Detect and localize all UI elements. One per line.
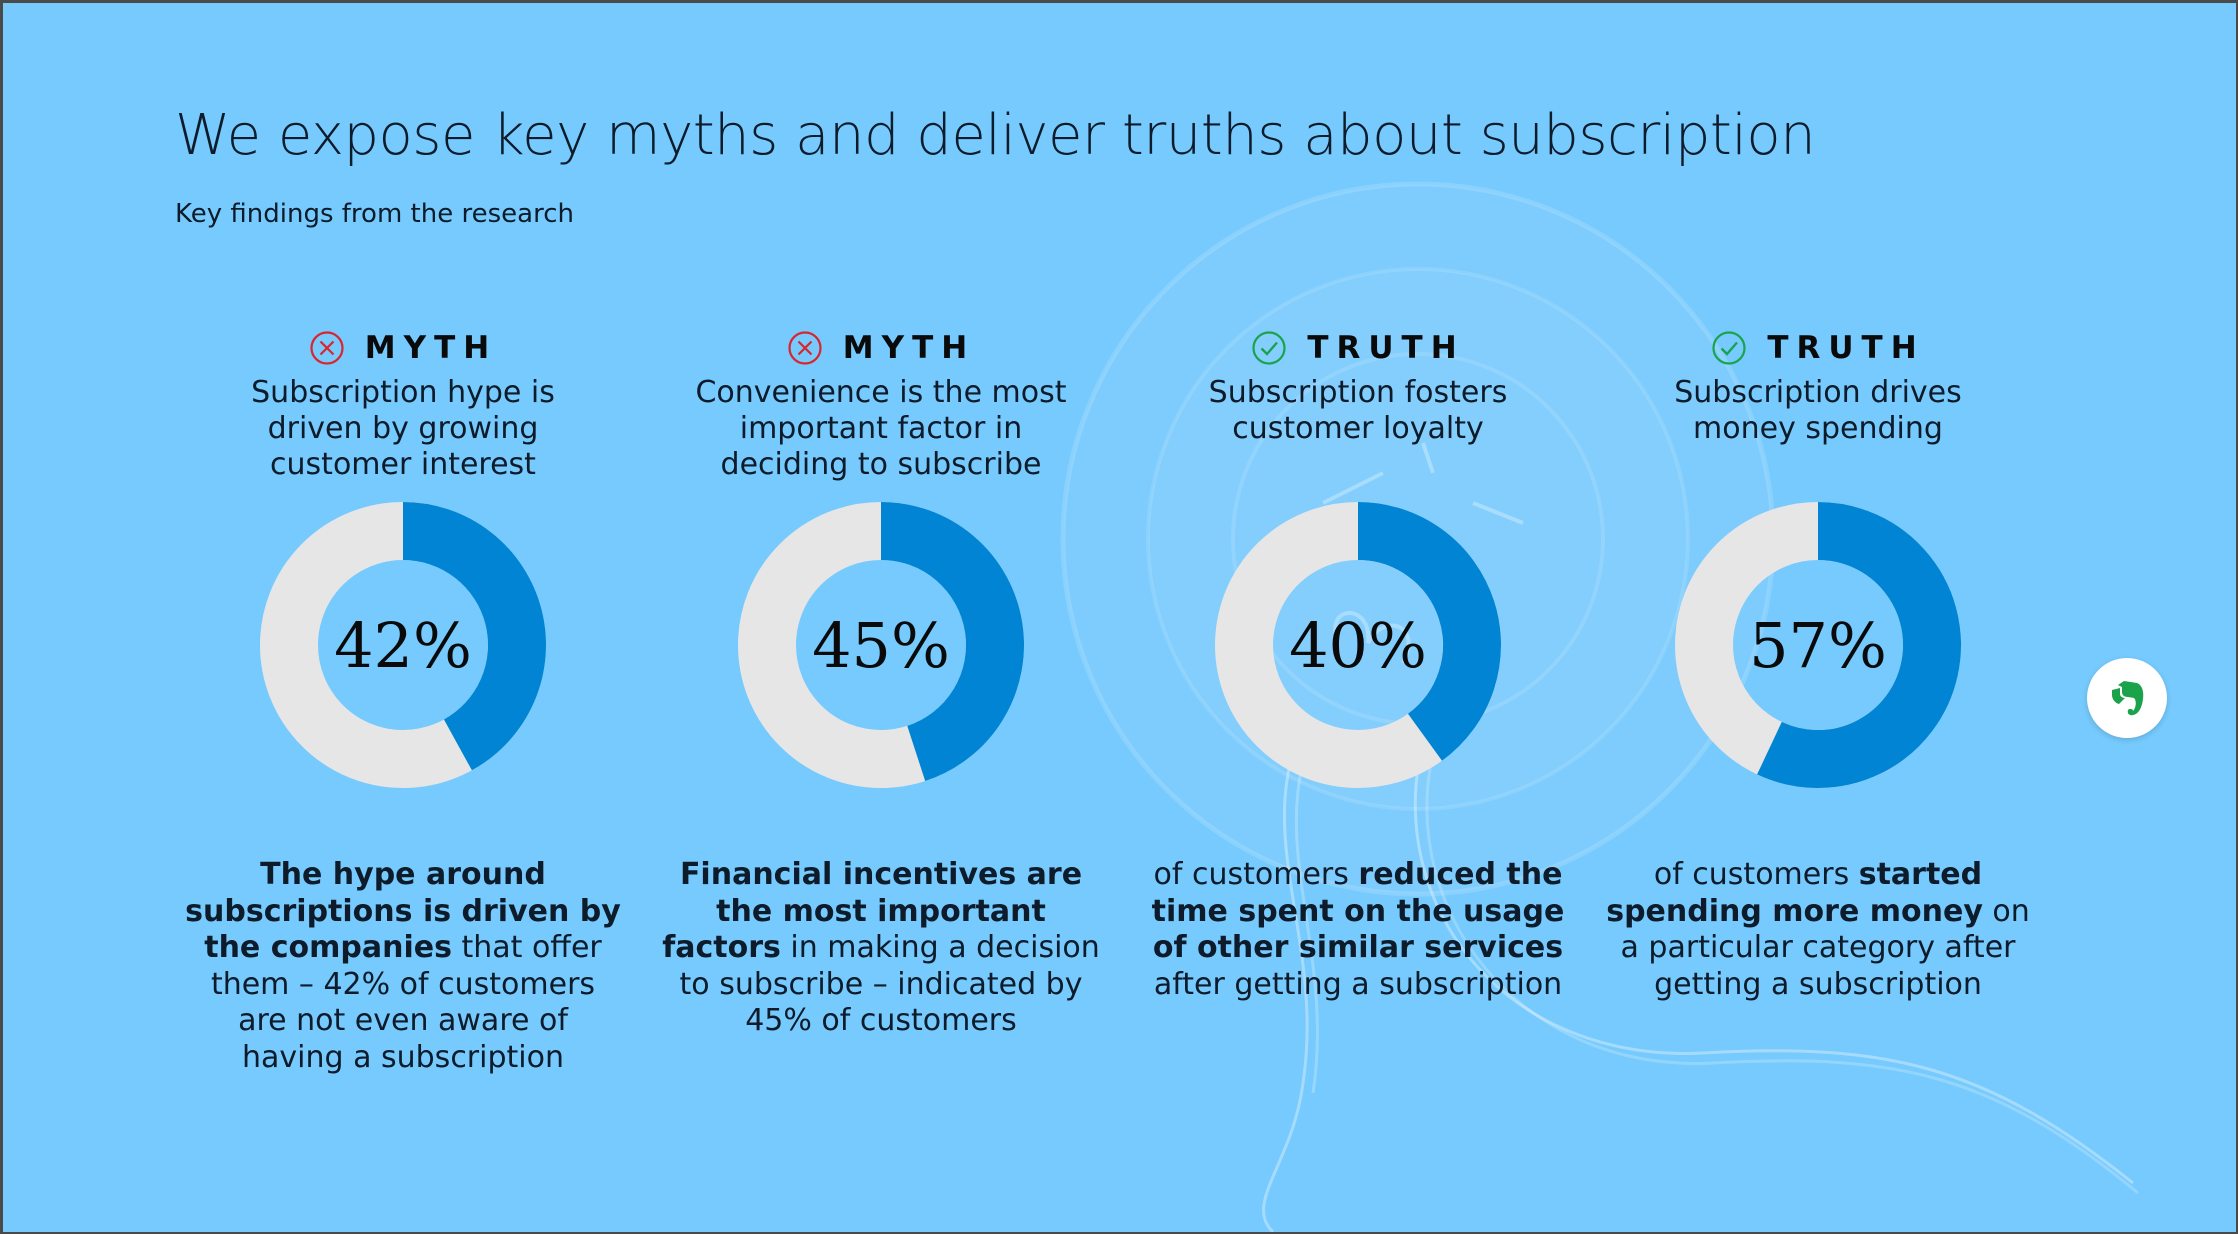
card-tag: MYTH bbox=[661, 323, 1101, 373]
finding-card-myth-1: MYTH Subscription hype is driven by grow… bbox=[183, 323, 623, 1076]
x-circle-icon bbox=[309, 330, 345, 366]
finding-text: of customers started spending more money… bbox=[1598, 857, 2038, 1003]
finding-bold-text: started spending more money bbox=[1606, 857, 1983, 929]
card-tag: MYTH bbox=[183, 323, 623, 373]
check-circle-icon bbox=[1251, 330, 1287, 366]
donut-svg bbox=[1215, 502, 1501, 788]
donut-value-label: 42% bbox=[334, 608, 472, 682]
donut-svg bbox=[1675, 502, 1961, 788]
donut-chart: 40% bbox=[1208, 495, 1508, 795]
check-circle-icon bbox=[1711, 330, 1747, 366]
finding-text-run: after getting a subscription bbox=[1153, 966, 1563, 1002]
donut-value-label: 57% bbox=[1749, 608, 1887, 682]
evernote-button[interactable] bbox=[2087, 658, 2167, 738]
finding-card-myth-2: MYTH Convenience is the most important f… bbox=[661, 323, 1101, 1040]
claim-text: Convenience is the most important factor… bbox=[695, 375, 1067, 482]
slide: We expose key myths and deliver truths a… bbox=[3, 3, 2236, 1232]
page-subtitle: Key findings from the research bbox=[175, 199, 574, 229]
donut-value-label: 40% bbox=[1289, 608, 1427, 682]
finding-text-run: that offer them – 42% of customers are n… bbox=[210, 930, 602, 1075]
card-tag: TRUTH bbox=[1138, 323, 1578, 373]
card-tag: TRUTH bbox=[1598, 323, 2038, 373]
finding-bold-text: reduced the time spent on the usage of o… bbox=[1151, 857, 1565, 965]
claim-text: Subscription drives money spending bbox=[1674, 375, 1962, 446]
tag-label: MYTH bbox=[842, 330, 976, 366]
donut-chart: 45% bbox=[731, 495, 1031, 795]
tag-label: MYTH bbox=[364, 330, 498, 366]
claim-text: Subscription fosters customer loyalty bbox=[1208, 375, 1508, 446]
donut-value-arc bbox=[402, 502, 546, 771]
claim-text: Subscription hype is driven by growing c… bbox=[251, 375, 555, 482]
x-circle-icon bbox=[787, 330, 823, 366]
finding-text: Financial incentives are the most import… bbox=[661, 857, 1101, 1040]
finding-card-truth-1: TRUTH Subscription fosters customer loya… bbox=[1138, 323, 1578, 1003]
donut-svg bbox=[260, 502, 546, 788]
finding-text-run: on a particular category after getting a… bbox=[1620, 893, 2030, 1002]
finding-text: of customers reduced the time spent on t… bbox=[1138, 857, 1578, 1003]
donut-value-label: 45% bbox=[812, 608, 950, 682]
donut-svg bbox=[738, 502, 1024, 788]
finding-card-truth-2: TRUTH Subscription drives money spending… bbox=[1598, 323, 2038, 1003]
finding-bold-text: Financial incentives are the most import… bbox=[662, 857, 1083, 965]
donut-chart: 57% bbox=[1668, 495, 1968, 795]
tag-label: TRUTH bbox=[1767, 330, 1925, 366]
donut-chart: 42% bbox=[253, 495, 553, 795]
finding-text-run: in making a decision to subscribe – indi… bbox=[679, 930, 1100, 1038]
finding-text-run: of customers bbox=[1153, 857, 1359, 892]
page-title: We expose key myths and deliver truths a… bbox=[175, 103, 1816, 168]
finding-text-run: of customers bbox=[1653, 857, 1859, 892]
donut-value-arc bbox=[880, 502, 1024, 781]
donut-value-arc bbox=[1757, 502, 1961, 788]
evernote-elephant-icon bbox=[2112, 681, 2144, 716]
tag-label: TRUTH bbox=[1307, 330, 1465, 366]
finding-text: The hype around subscriptions is driven … bbox=[183, 857, 623, 1076]
donut-value-arc bbox=[1357, 502, 1501, 761]
finding-bold-text: The hype around subscriptions is driven … bbox=[185, 857, 621, 965]
